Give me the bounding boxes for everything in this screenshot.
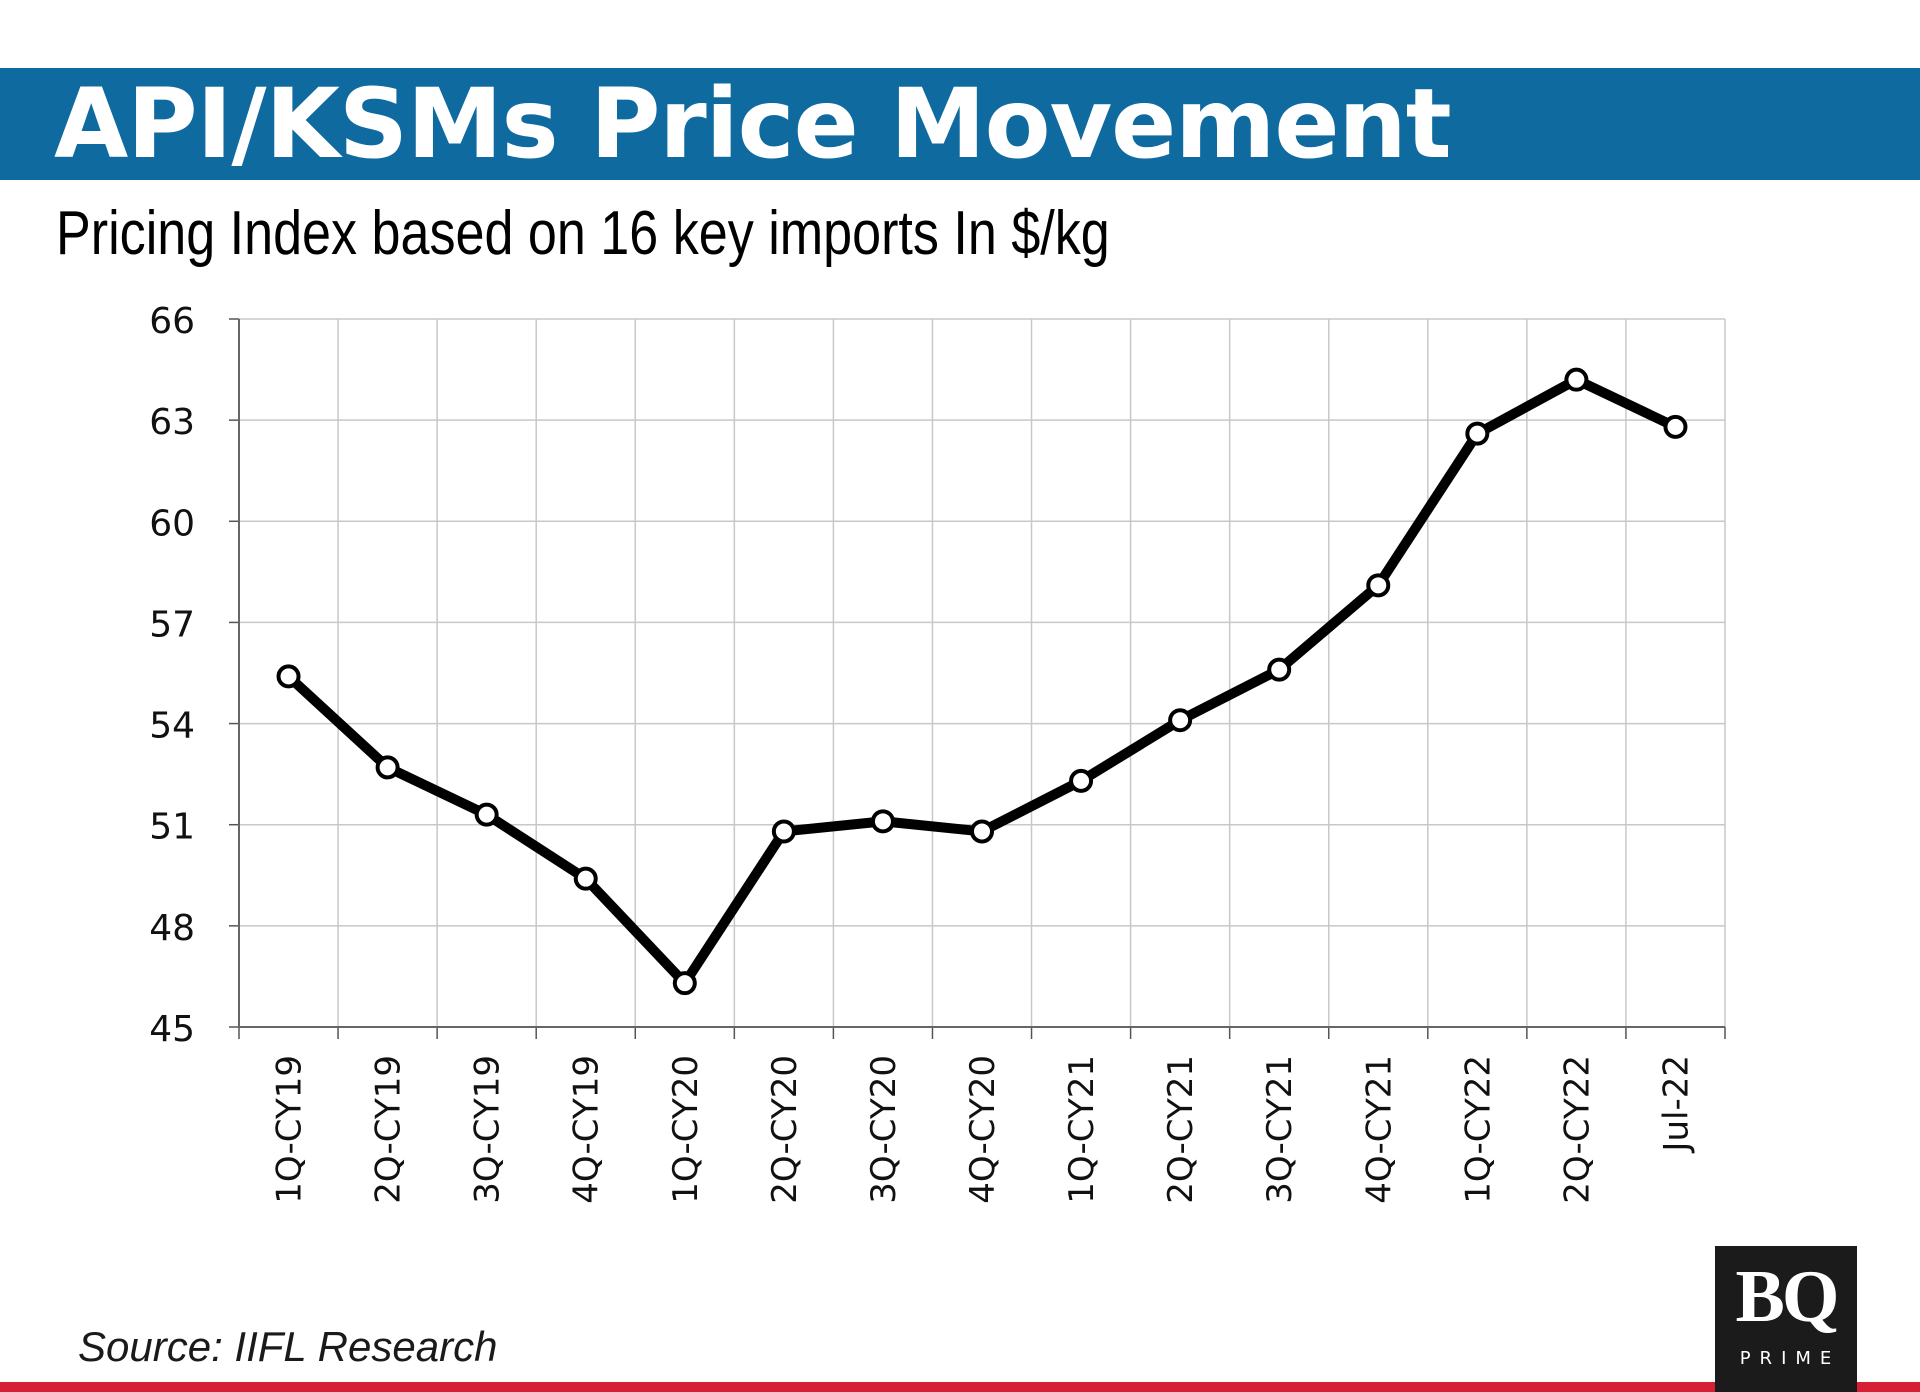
data-point-2q-cy20	[771, 819, 796, 844]
x-tick-label: Jul-22	[1656, 1055, 1696, 1154]
data-point-4q-cy21	[1366, 573, 1391, 598]
data-point-4q-cy19	[573, 866, 598, 891]
x-tick-label: 4Q-CY21	[1359, 1055, 1399, 1204]
x-tick-label: 2Q-CY22	[1557, 1055, 1597, 1204]
x-tick-label: 3Q-CY21	[1260, 1055, 1300, 1204]
data-point-1q-cy21	[1069, 768, 1094, 793]
data-point-1q-cy20	[672, 971, 697, 996]
data-point-1q-cy22	[1465, 421, 1490, 446]
x-tick-label: 4Q-CY20	[963, 1055, 1003, 1204]
logo-sub: PRIME	[1739, 1348, 1841, 1369]
data-point-jul-22	[1663, 414, 1688, 439]
x-tick-label: 1Q-CY19	[270, 1055, 310, 1204]
y-tick-label: 57	[149, 604, 195, 645]
bottom-accent-line	[0, 1382, 1920, 1392]
logo-mark: BQ	[1735, 1256, 1840, 1338]
x-tick-label: 3Q-CY20	[864, 1055, 904, 1204]
x-tick-label: 2Q-CY19	[369, 1055, 409, 1204]
data-point-3q-cy21	[1267, 657, 1292, 682]
x-tick-label: 1Q-CY20	[666, 1055, 706, 1204]
x-tick-label: 4Q-CY19	[567, 1055, 607, 1204]
y-tick-label: 48	[149, 908, 195, 949]
data-point-3q-cy20	[870, 809, 895, 834]
data-point-2q-cy22	[1564, 367, 1589, 392]
title-bar	[0, 68, 1920, 180]
y-tick-label: 51	[149, 807, 195, 848]
y-tick-label: 63	[149, 402, 195, 443]
y-tick-label: 66	[149, 301, 195, 342]
y-tick-label: 45	[149, 1009, 195, 1050]
data-point-3q-cy19	[474, 802, 499, 827]
y-tick-label: 54	[149, 706, 195, 747]
data-point-4q-cy20	[970, 819, 994, 844]
x-tick-label: 1Q-CY21	[1062, 1055, 1102, 1204]
y-tick-label: 60	[149, 503, 195, 544]
chart-subtitle: Pricing Index based on 16 key imports In…	[56, 199, 1110, 268]
x-tick-label: 2Q-CY20	[765, 1055, 805, 1204]
series-line	[283, 374, 1681, 989]
x-tick-label: 3Q-CY19	[468, 1055, 508, 1204]
x-tick-label: 1Q-CY22	[1458, 1055, 1498, 1204]
chart-title: API/KSMs Price Movement	[54, 68, 1452, 180]
x-tick-label: 2Q-CY21	[1161, 1055, 1201, 1204]
data-point-2q-cy19	[375, 755, 400, 780]
bq-prime-logo: BQ PRIME	[1715, 1246, 1857, 1392]
data-point-2q-cy21	[1168, 708, 1193, 733]
source-note: Source: IIFL Research	[78, 1323, 498, 1370]
data-point-1q-cy19	[276, 664, 301, 689]
